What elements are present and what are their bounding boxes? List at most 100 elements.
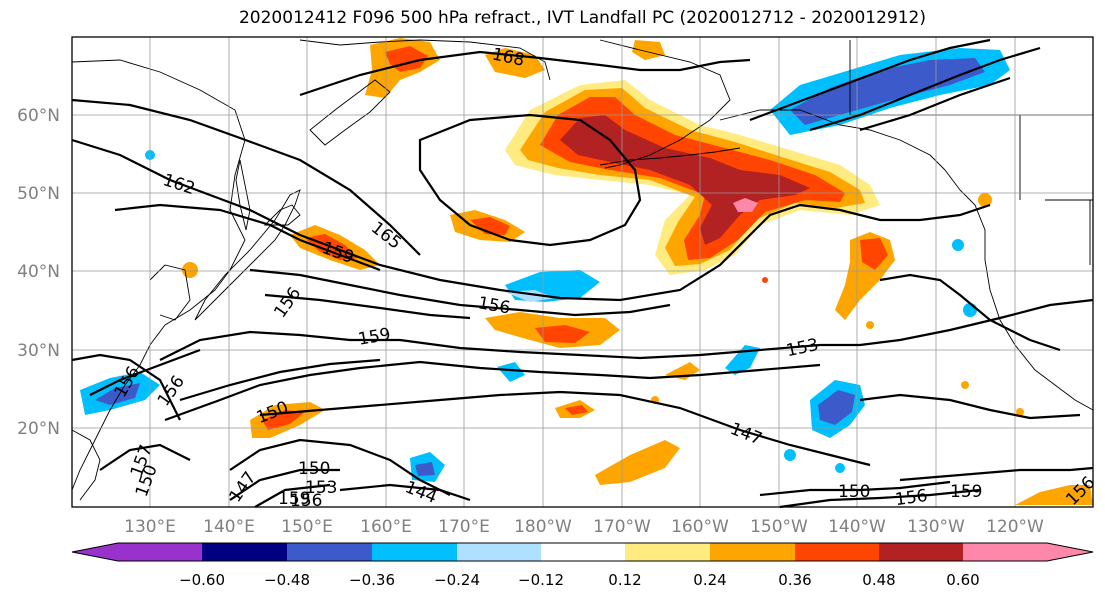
contour-165-loop [418,113,642,247]
contour-label: 159 [357,324,392,349]
contour-153-lower [254,483,331,508]
lat-label: 50°N [17,184,60,204]
colorbar-segment [625,543,710,561]
colorbar-segment [710,543,795,561]
contour-east-2 [859,393,1081,420]
speck-2 [952,239,964,251]
colorbar-ticks: −0.60 −0.48 −0.36 −0.24 −0.12 0.12 0.24 … [179,571,980,589]
coast-aleutian [599,147,741,166]
contour-165-top [71,98,421,256]
contour-144 [339,483,471,502]
coast-philippines [71,429,101,501]
royal-fill-e2 [818,390,855,425]
contour-156-se [779,488,981,509]
colorbar-tick-label: −0.12 [518,571,564,589]
lat-labels: 60°N 50°N 40°N 30°N 20°N [17,106,60,439]
contour-label: 156 [270,284,305,322]
contour-156-left [89,348,201,396]
speck-4 [978,193,992,207]
lon-label: 160°W [671,517,729,537]
colorbar-tick-label: 0.12 [608,571,641,589]
contour-label: 147 [727,419,765,450]
pink-fill-north [733,198,758,212]
colorbar-tick-label: 0.60 [946,571,979,589]
lon-label: 120°W [986,517,1044,537]
contour-150 [179,358,381,402]
coast-canada [944,169,1094,411]
colorbar-outline [71,542,1094,562]
darkred-fill-north [560,115,810,245]
contour-168 [299,50,751,97]
contour-label: 159 [950,482,982,502]
colorbar-segment [457,543,541,561]
contour-156-loop [264,293,471,320]
speck-10 [961,381,969,389]
colorbar-tick-label: 0.48 [862,571,895,589]
map-frame [71,36,1094,508]
contour-label: 165 [367,218,405,254]
contour-label: 150 [838,482,870,502]
colorbar-segment [202,543,287,561]
blue-fill-w3 [497,362,525,382]
contour-label: 156 [894,486,929,510]
contour-label: 153 [305,478,337,498]
contour-label: 156 [154,372,189,410]
coast-hokkaido [263,204,301,226]
contour-150-lower [229,468,340,501]
contour-ne-3 [859,76,1011,132]
contour-sw-2 [99,443,191,471]
map-title: 2020012412 F096 500 hPa refract., IVT La… [238,8,926,28]
contour-label: 159 [278,489,310,509]
coast-sakhalin [235,159,251,231]
contour-east-1 [879,273,1061,352]
lon-label: 160°E [360,517,412,537]
coast-kamchatka [309,79,391,146]
contour-150-se [759,480,951,497]
redorange-fill-e1 [860,238,888,270]
lon-label: 130°E [124,517,176,537]
speck-11 [835,463,845,473]
contour-label: 153 [785,335,821,361]
lon-label: 180°W [514,517,572,537]
contour-label: 156 [476,293,511,318]
royal-fill-w2 [415,462,435,476]
colorbar-extend-high [963,543,1093,561]
lat-label: 20°N [17,419,60,439]
contour-147-lower [229,438,451,496]
contour-159-upper [114,203,381,272]
lat-label: 30°N [17,341,60,361]
lon-label: 140°W [828,517,886,537]
anomaly-fills [80,38,1093,505]
redorange-fill-s2 [565,405,588,415]
lon-labels: 130°E 140°E 150°E 160°E 170°E 180°W 170°… [124,517,1044,537]
speck-9 [1016,408,1024,416]
colorbar-tick-label: −0.36 [349,571,395,589]
colorbar-tick-label: −0.24 [434,571,480,589]
colorbar-segment [372,543,457,561]
coast-asia [71,59,246,491]
orange-fill-s1 [595,440,680,485]
coast-siberia [299,39,551,81]
lon-label: 140°E [203,517,255,537]
colorbar-extend-low [72,543,202,561]
colorbar-tick-label: −0.60 [179,571,225,589]
redorange-fill-c3 [535,325,590,343]
lon-label: 170°W [593,517,651,537]
lon-label: 130°W [907,517,965,537]
contour-156-mid [249,268,671,317]
orange-fill-kamchatka [632,40,665,60]
contour-ne [749,38,991,122]
orange-fill-se [1015,485,1093,505]
colorbar: −0.60 −0.48 −0.36 −0.24 −0.12 0.12 0.24 … [71,542,1094,589]
contour-153 [164,360,821,422]
contour-159-se [899,466,1094,482]
lon-label: 150°W [750,517,808,537]
contour-ne-2 [809,46,1041,132]
colorbar-segment [795,543,879,561]
colorbar-tick-label: 0.36 [778,571,811,589]
blue-fill-e3 [725,345,760,375]
royal-fill-w1 [95,383,140,405]
contour-label: 150 [298,459,330,479]
contour-147 [259,390,871,467]
